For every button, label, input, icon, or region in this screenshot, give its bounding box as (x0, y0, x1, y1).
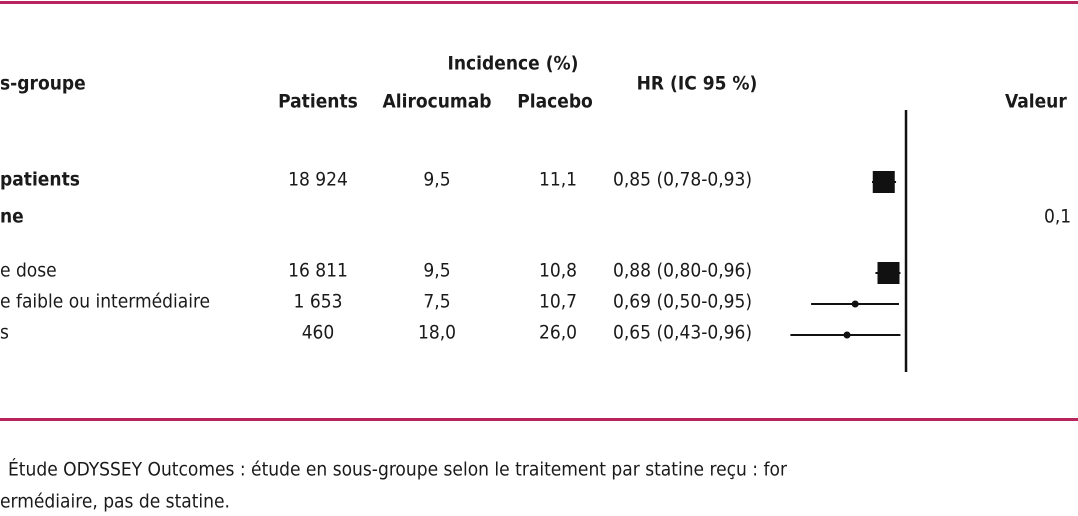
alirocumab-cell: 9,5 (423, 169, 450, 191)
incidence-header: Incidence (%) (448, 53, 579, 75)
pvalue-cell: 0,1 (1044, 206, 1071, 228)
placebo-header: Placebo (517, 91, 593, 113)
hr-cell: 0,69 (0,50-0,95) (613, 291, 752, 313)
row-label: patients (0, 169, 80, 191)
hr-marker (877, 262, 900, 284)
patients-header: Patients (278, 91, 358, 113)
caption-line: Étude ODYSSEY Outcomes : étude en sous-g… (8, 458, 788, 481)
placebo-cell: 10,8 (539, 260, 577, 282)
pvalue-header: Valeur (1005, 91, 1067, 113)
top-rule (0, 1, 1078, 4)
patients-cell: 18 924 (288, 169, 348, 191)
hr-cell: 0,65 (0,43-0,96) (613, 322, 752, 344)
alirocumab-cell: 18,0 (418, 322, 456, 344)
bottom-rule (0, 418, 1078, 421)
hr-marker (851, 300, 859, 308)
patients-cell: 460 (302, 322, 335, 344)
hr-cell: 0,88 (0,80-0,96) (613, 260, 752, 282)
row-label: ne (0, 206, 24, 228)
patients-cell: 16 811 (288, 260, 348, 282)
row-label: s (0, 322, 9, 344)
hr-marker (872, 171, 895, 193)
hr-cell: 0,85 (0,78-0,93) (613, 169, 752, 191)
hr-header: HR (IC 95 %) (637, 73, 758, 95)
caption-line: ermédiaire, pas de statine. (0, 491, 230, 513)
patients-cell: 1 653 (294, 291, 343, 313)
row-label: e dose (0, 260, 57, 282)
row-label: e faible ou intermédiaire (0, 291, 210, 313)
alirocumab-cell: 7,5 (423, 291, 450, 313)
subgroup-header: s-groupe (0, 73, 86, 95)
hr-marker (843, 331, 851, 339)
alirocumab-header: Alirocumab (383, 91, 492, 113)
placebo-cell: 11,1 (539, 169, 577, 191)
placebo-cell: 10,7 (539, 291, 577, 313)
alirocumab-cell: 9,5 (423, 260, 450, 282)
placebo-cell: 26,0 (539, 322, 577, 344)
